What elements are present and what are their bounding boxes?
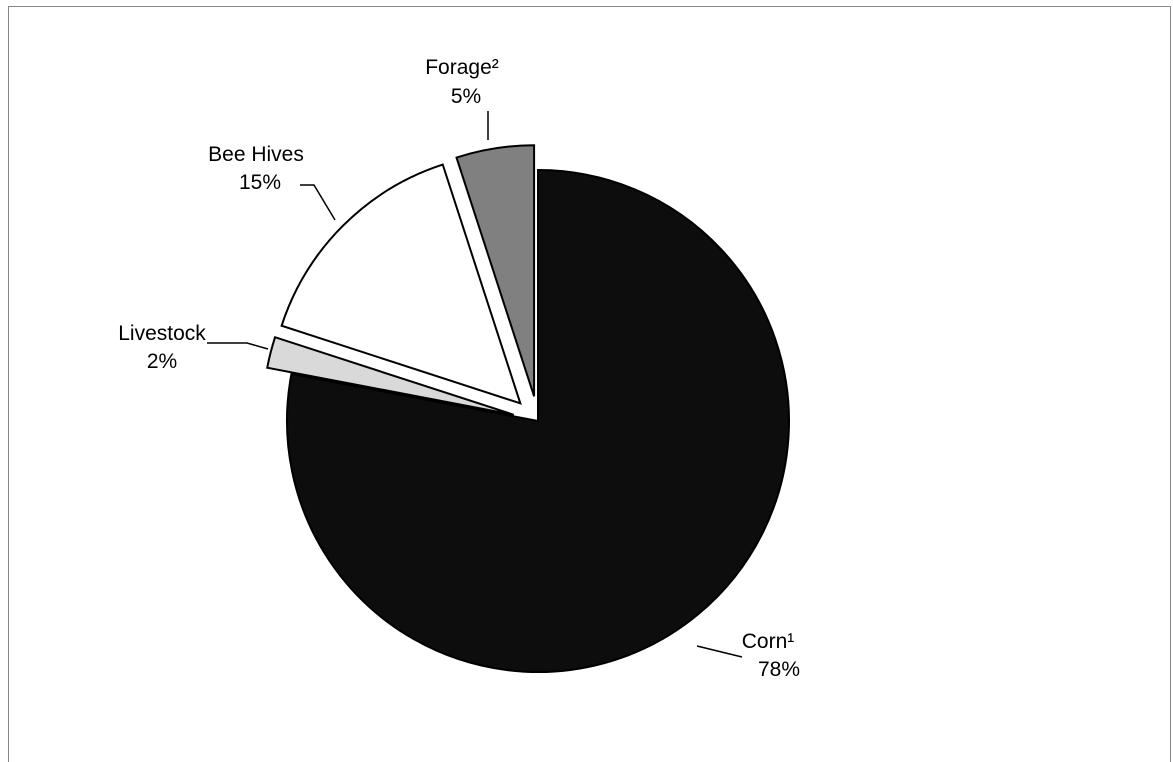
slice-value-livestock: 2% bbox=[147, 350, 177, 373]
slice-value-corn: 78% bbox=[758, 658, 800, 681]
slice-value-bee-hives: 15% bbox=[239, 171, 281, 194]
leader-line-corn bbox=[696, 645, 743, 658]
slice-label-livestock: Livestock bbox=[118, 322, 206, 345]
leader-line-bee-hives bbox=[300, 184, 336, 221]
pie-slice-forage bbox=[455, 144, 536, 397]
leader-line-livestock bbox=[207, 342, 269, 350]
pie-slices bbox=[266, 144, 790, 673]
slice-label-corn: Corn¹ bbox=[742, 630, 795, 653]
slice-label-bee-hives: Bee Hives bbox=[208, 143, 304, 166]
pie-slice-corn bbox=[286, 168, 790, 673]
pie-slice-livestock bbox=[266, 335, 515, 416]
slice-value-forage: 5% bbox=[451, 85, 481, 108]
leader-lines bbox=[207, 111, 743, 658]
slice-label-forage: Forage² bbox=[425, 56, 499, 79]
pie-slice-bee-hives bbox=[280, 163, 522, 405]
